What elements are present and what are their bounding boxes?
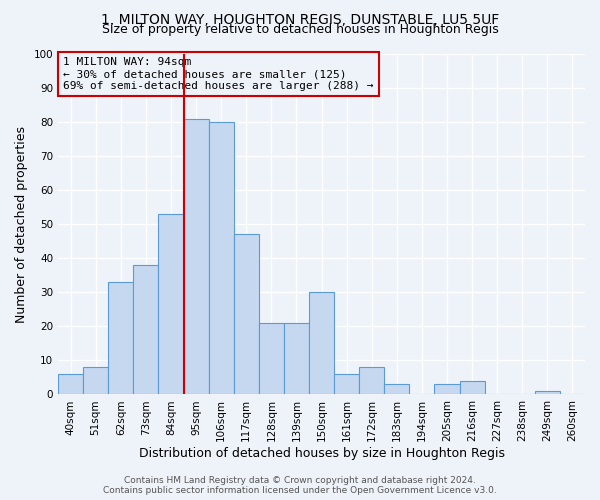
- Bar: [309, 292, 334, 394]
- Bar: [233, 234, 259, 394]
- Y-axis label: Number of detached properties: Number of detached properties: [15, 126, 28, 322]
- X-axis label: Distribution of detached houses by size in Houghton Regis: Distribution of detached houses by size …: [139, 447, 505, 460]
- Bar: [108, 282, 133, 395]
- Text: Size of property relative to detached houses in Houghton Regis: Size of property relative to detached ho…: [101, 22, 499, 36]
- Bar: [209, 122, 233, 394]
- Bar: [158, 214, 184, 394]
- Bar: [83, 367, 108, 394]
- Bar: [359, 367, 384, 394]
- Text: 1, MILTON WAY, HOUGHTON REGIS, DUNSTABLE, LU5 5UF: 1, MILTON WAY, HOUGHTON REGIS, DUNSTABLE…: [101, 12, 499, 26]
- Bar: [384, 384, 409, 394]
- Bar: [334, 374, 359, 394]
- Text: Contains HM Land Registry data © Crown copyright and database right 2024.
Contai: Contains HM Land Registry data © Crown c…: [103, 476, 497, 495]
- Bar: [535, 391, 560, 394]
- Bar: [434, 384, 460, 394]
- Text: 1 MILTON WAY: 94sqm
← 30% of detached houses are smaller (125)
69% of semi-detac: 1 MILTON WAY: 94sqm ← 30% of detached ho…: [64, 58, 374, 90]
- Bar: [133, 265, 158, 394]
- Bar: [460, 381, 485, 394]
- Bar: [184, 118, 209, 394]
- Bar: [284, 323, 309, 394]
- Bar: [259, 323, 284, 394]
- Bar: [58, 374, 83, 394]
